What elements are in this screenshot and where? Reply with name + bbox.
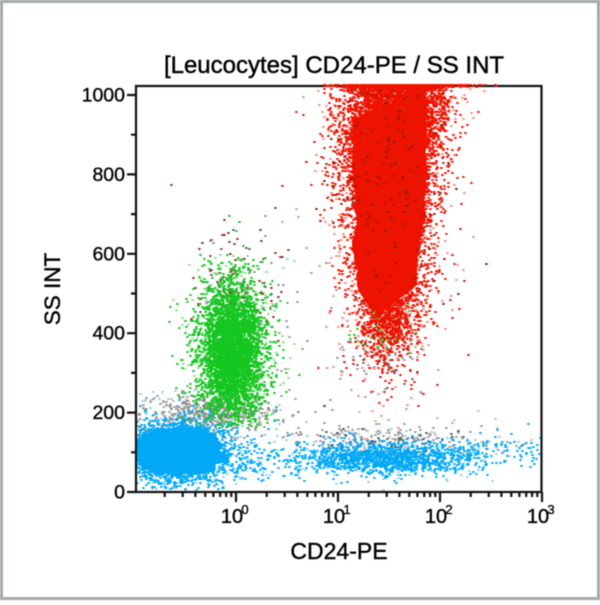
svg-text:0: 0 [114, 482, 125, 504]
svg-text:1: 1 [343, 502, 350, 517]
svg-text:10: 10 [527, 506, 549, 528]
svg-text:1000: 1000 [82, 85, 126, 107]
svg-text:[Leucocytes] CD24-PE / SS INT: [Leucocytes] CD24-PE / SS INT [164, 52, 504, 79]
svg-text:0: 0 [241, 502, 248, 517]
svg-text:10: 10 [425, 506, 447, 528]
svg-text:SS INT: SS INT [40, 252, 65, 325]
svg-text:800: 800 [92, 164, 125, 186]
svg-text:600: 600 [92, 243, 125, 265]
svg-text:400: 400 [92, 323, 125, 345]
svg-text:3: 3 [547, 502, 554, 517]
svg-text:200: 200 [92, 402, 125, 424]
svg-text:2: 2 [445, 502, 452, 517]
svg-text:CD24-PE: CD24-PE [290, 538, 387, 564]
svg-text:10: 10 [323, 506, 345, 528]
svg-text:10: 10 [221, 506, 243, 528]
